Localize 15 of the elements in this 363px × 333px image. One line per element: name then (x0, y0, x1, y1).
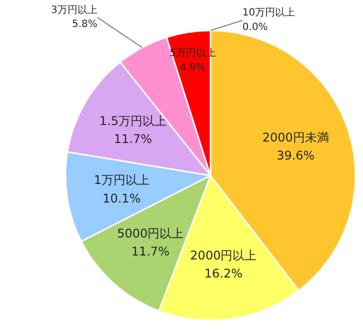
data-label: 11.7% (114, 132, 152, 146)
slice-label: 2000円未満 (262, 130, 329, 145)
data-label: 5.8% (72, 19, 98, 30)
slice-label: 2000円以上 (190, 248, 257, 262)
data-label: 11.7% (131, 244, 170, 258)
slice-label: 3万円以上 (51, 4, 98, 16)
category-label: 10万円以上 (242, 8, 296, 19)
slice-label: 1万円以上 (94, 173, 150, 188)
slice-label: 5000円以上 (117, 226, 184, 240)
data-label: 39.6% (276, 148, 315, 163)
slice-label: 1.5万円以上 (99, 114, 167, 128)
text: 0.0% (242, 22, 268, 33)
data-label: 16.2% (204, 266, 243, 281)
data-label: 10.1% (102, 191, 141, 206)
data-label: 4.9% (180, 62, 206, 74)
